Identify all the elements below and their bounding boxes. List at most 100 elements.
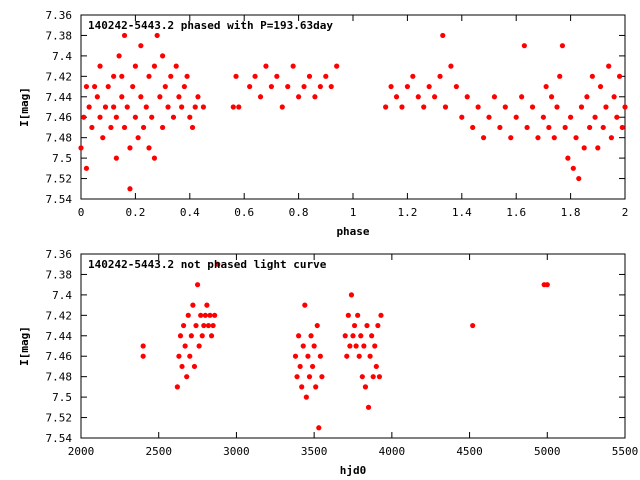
chart1-data-point: [589, 73, 595, 79]
chart1-data-point: [181, 83, 187, 90]
chart2-ytick-label: 7.52: [46, 412, 73, 425]
chart2-data-point: [370, 374, 376, 380]
chart2-xtick-label: 5500: [612, 445, 639, 458]
chart2-data-point: [215, 261, 221, 267]
chart2-xtick-label: 3000: [223, 445, 250, 458]
chart1-data-point: [328, 83, 334, 90]
chart1-ytick-label: 7.42: [46, 70, 73, 83]
chart1-xtick-label: 0: [78, 206, 85, 219]
chart1-data-point: [138, 94, 144, 100]
chart2-data-point: [184, 374, 190, 380]
chart2-ytick-label: 7.5: [52, 391, 72, 404]
chart1-data-point: [554, 104, 560, 110]
chart1-data-point: [548, 94, 555, 100]
chart2-ytick-label: 7.54: [46, 432, 73, 445]
chart1-data-point: [132, 114, 138, 120]
chart1-xtick-label: 1: [350, 206, 357, 219]
chart2-data-point: [378, 312, 384, 318]
chart2-data-point: [376, 374, 383, 380]
chart2-data-point: [191, 363, 198, 370]
chart2-data-point: [362, 384, 369, 390]
chart1-data-point: [535, 135, 541, 141]
chart1-data-point: [192, 104, 198, 110]
chart1-data-point: [570, 165, 576, 171]
chart1-data-point: [448, 63, 454, 69]
chart2-xtick-label: 2000: [68, 445, 95, 458]
chart1-data-point: [622, 104, 628, 110]
chart2-data-point: [375, 322, 381, 329]
chart2-data-point: [309, 363, 316, 370]
chart2-data-point: [208, 333, 215, 339]
chart2-data-point: [182, 343, 188, 349]
chart2-data-point: [180, 322, 187, 329]
chart1-data-point: [404, 83, 410, 90]
chart1-data-point: [124, 104, 130, 110]
chart2-data-point: [344, 353, 350, 359]
chart1-data-point: [619, 124, 625, 131]
chart2-data-point: [198, 312, 204, 318]
chart2-data-point: [174, 384, 180, 390]
chart1-data-point: [578, 104, 585, 110]
chart1-ytick-label: 7.46: [46, 111, 73, 124]
chart1-y-axis-label: I[mag]: [18, 87, 31, 127]
chart2-ytick-label: 7.36: [46, 248, 73, 261]
chart1-data-point: [138, 43, 144, 49]
chart2-data-point: [470, 322, 476, 329]
chart1-data-point: [86, 104, 92, 110]
chart1-data-point: [513, 114, 519, 120]
chart2-data-point: [345, 312, 351, 318]
chart1-data-point: [157, 94, 163, 100]
chart1-data-point: [383, 104, 389, 110]
chart1-data-point: [143, 104, 149, 110]
chart1-ytick-label: 7.44: [46, 91, 73, 104]
chart1-ytick-label: 7.52: [46, 173, 73, 186]
chart2-data-point: [201, 322, 207, 329]
chart1-data-point: [113, 114, 119, 120]
chart1-data-point: [497, 124, 503, 131]
chart1-data-point: [426, 83, 432, 90]
chart2-data-point: [176, 353, 182, 359]
chart1-title: 140242-5443.2 phased with P=193.63day: [88, 19, 333, 32]
chart1-data-point: [551, 135, 557, 141]
chart1-data-point: [230, 104, 236, 110]
chart1-data-point: [257, 94, 264, 100]
chart2-data-point: [353, 343, 359, 349]
chart1-x-axis-label: phase: [336, 225, 369, 238]
chart1-data-point: [459, 114, 465, 120]
chart2-data-point: [373, 363, 379, 370]
chart1-data-point: [546, 124, 552, 131]
chart2-ytick-label: 7.38: [46, 268, 73, 281]
chart2-data-point: [319, 374, 325, 380]
chart1-data-point: [437, 73, 443, 79]
chart1-data-point: [94, 94, 100, 100]
chart1-data-point: [587, 124, 593, 131]
chart2-data-point: [207, 312, 213, 318]
chart1-data-point: [323, 73, 329, 79]
chart2-data-point: [359, 374, 365, 380]
chart1-data-point: [529, 104, 536, 110]
chart1-xtick-label: 0.8: [289, 206, 309, 219]
chart1-data-point: [285, 83, 291, 90]
chart2-data-point: [306, 374, 313, 380]
chart1-data-point: [170, 114, 177, 120]
chart1-data-point: [600, 124, 606, 131]
chart1-data-point: [470, 124, 476, 131]
chart2-data-point: [210, 322, 216, 329]
chart2-xtick-label: 4500: [456, 445, 483, 458]
chart1-data-point: [317, 83, 323, 90]
chart1-data-point: [252, 73, 258, 79]
chart2-ytick-label: 7.42: [46, 309, 73, 322]
chart2-x-axis-label: hjd0: [340, 464, 367, 477]
chart2-data-point: [308, 333, 314, 339]
chart1-data-point: [130, 83, 136, 90]
chart1-data-point: [179, 104, 185, 110]
chart1-xtick-label: 2: [622, 206, 629, 219]
chart1-data-point: [189, 124, 196, 131]
chart1-data-point: [263, 63, 269, 69]
chart1-data-point: [100, 135, 106, 141]
chart1-ytick-label: 7.48: [46, 132, 73, 145]
chart1-data-point: [442, 104, 449, 110]
chart1-data-point: [608, 135, 615, 141]
chart1-data-point: [592, 114, 598, 120]
chart1-data-point: [105, 83, 111, 90]
